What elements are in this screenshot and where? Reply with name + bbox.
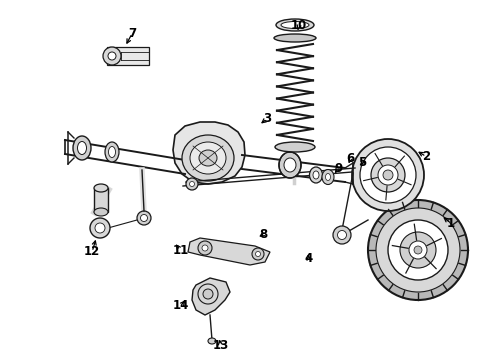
Text: 12: 12	[84, 246, 100, 258]
Ellipse shape	[376, 208, 460, 292]
Ellipse shape	[276, 19, 314, 31]
Ellipse shape	[103, 47, 121, 65]
Ellipse shape	[186, 178, 198, 190]
Ellipse shape	[108, 52, 116, 60]
Text: 4: 4	[305, 252, 313, 265]
Text: 3: 3	[263, 112, 271, 125]
Ellipse shape	[198, 241, 212, 255]
Ellipse shape	[409, 241, 427, 259]
Ellipse shape	[275, 142, 315, 152]
Text: 13: 13	[212, 339, 229, 352]
Ellipse shape	[203, 289, 213, 299]
Ellipse shape	[333, 226, 351, 244]
Ellipse shape	[255, 252, 261, 256]
Ellipse shape	[77, 141, 87, 154]
Polygon shape	[192, 278, 230, 315]
Text: 2: 2	[422, 150, 430, 163]
Ellipse shape	[190, 181, 195, 186]
Ellipse shape	[94, 184, 108, 192]
Text: 9: 9	[334, 162, 342, 175]
Text: 10: 10	[291, 19, 307, 32]
Ellipse shape	[322, 170, 334, 184]
Ellipse shape	[105, 142, 119, 162]
Ellipse shape	[310, 167, 322, 183]
Text: 6: 6	[346, 152, 354, 165]
Ellipse shape	[338, 230, 346, 239]
Text: 11: 11	[172, 244, 189, 257]
Ellipse shape	[360, 147, 416, 203]
Ellipse shape	[182, 135, 234, 181]
Ellipse shape	[279, 152, 301, 178]
Ellipse shape	[108, 147, 116, 158]
Polygon shape	[173, 122, 245, 184]
Ellipse shape	[281, 22, 309, 28]
Text: 1: 1	[447, 217, 455, 230]
Bar	[94, 188, 108, 212]
Ellipse shape	[371, 158, 405, 192]
Ellipse shape	[325, 174, 330, 180]
Ellipse shape	[284, 158, 296, 172]
Ellipse shape	[378, 165, 398, 185]
Ellipse shape	[400, 232, 436, 268]
Polygon shape	[188, 238, 270, 265]
Ellipse shape	[90, 218, 110, 238]
Ellipse shape	[383, 170, 393, 180]
Ellipse shape	[199, 150, 217, 166]
Text: 8: 8	[260, 228, 268, 240]
Ellipse shape	[208, 338, 216, 344]
Ellipse shape	[313, 171, 319, 179]
Text: 5: 5	[359, 156, 367, 168]
Ellipse shape	[95, 223, 105, 233]
Ellipse shape	[137, 211, 151, 225]
Ellipse shape	[274, 34, 316, 42]
Ellipse shape	[352, 139, 424, 211]
Text: 14: 14	[173, 299, 190, 312]
Ellipse shape	[94, 208, 108, 216]
Ellipse shape	[202, 245, 208, 251]
Bar	[107, 47, 149, 65]
Ellipse shape	[73, 136, 91, 160]
Ellipse shape	[388, 220, 448, 280]
Ellipse shape	[368, 200, 468, 300]
Ellipse shape	[252, 248, 264, 260]
Ellipse shape	[190, 142, 226, 174]
Ellipse shape	[141, 215, 147, 221]
Text: 7: 7	[128, 27, 136, 40]
Ellipse shape	[414, 246, 422, 254]
